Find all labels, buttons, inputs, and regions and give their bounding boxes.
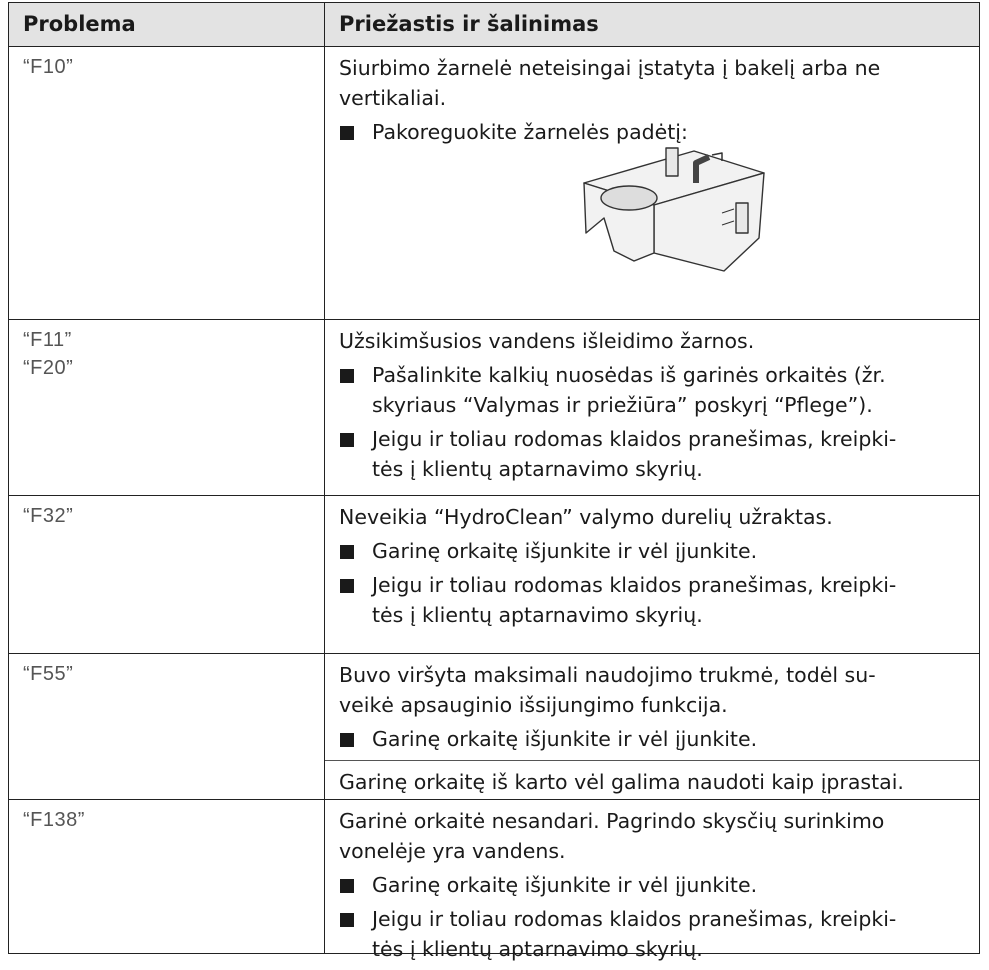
header-cell: Problema <box>8 3 325 46</box>
text-line: Jeigu ir toliau rodomas klaidos pranešim… <box>372 573 897 597</box>
tank-illustration <box>583 147 765 272</box>
text-line: Garinę orkaitę išjunkite ir vėl įjunkite… <box>372 539 758 563</box>
text-line: vonelėje yra vandens. <box>339 839 566 863</box>
text-line: skyriaus “Valymas ir priežiūra” poskyrį … <box>372 393 873 417</box>
error-code: “F32” <box>23 505 74 527</box>
text-line: Jeigu ir toliau rodomas klaidos pranešim… <box>372 427 897 451</box>
paragraph: Neveikia “HydroClean” valymo durelių užr… <box>339 502 969 532</box>
error-code: “F55” <box>23 663 74 685</box>
paragraph: Užsikimšusios vandens išleidimo žarnos. <box>339 326 969 356</box>
bullet-item: Garinę orkaitę išjunkite ir vėl įjunkite… <box>339 536 969 566</box>
error-code: “F20” <box>23 357 74 379</box>
solution-cell: Garinė orkaitė nesandari. Pagrindo skysč… <box>325 800 980 961</box>
table-row: “F32” Neveikia “HydroClean” valymo dureli… <box>8 496 980 654</box>
solution-cell: Užsikimšusios vandens išleidimo žarnos. P… <box>325 320 980 495</box>
text-line: veikė apsauginio išsijungimo funkcija. <box>339 693 728 717</box>
section: Neveikia “HydroClean” valymo durelių užr… <box>325 496 979 636</box>
problem-cell: “F138” <box>8 800 325 953</box>
problem-cell: “F10” <box>8 47 325 319</box>
table-header: Problema Priežastis ir šalinimas <box>8 3 980 47</box>
text-line: vertikaliai. <box>339 86 447 110</box>
error-code: “F10” <box>23 56 74 78</box>
paragraph: Buvo viršyta maksimali naudojimo trukmė,… <box>339 660 969 720</box>
section: Užsikimšusios vandens išleidimo žarnos. P… <box>325 320 979 490</box>
text-line: Garinę orkaitę iš karto vėl galima naudo… <box>339 770 904 794</box>
text-line: Garinę orkaitę išjunkite ir vėl įjunkite… <box>372 727 758 751</box>
header-cell: Priežastis ir šalinimas <box>325 3 980 46</box>
problem-cell: “F32” <box>8 496 325 653</box>
error-code: “F11” <box>23 329 72 351</box>
table-row: “F55” Buvo viršyta maksimali naudojimo tr… <box>8 654 980 800</box>
bullet-item: Pakoreguokite žarnelės padėtį: <box>339 117 969 147</box>
text-line: Užsikimšusios vandens išleidimo žarnos. <box>339 329 755 353</box>
text-line: Pakoreguokite žarnelės padėtį: <box>372 120 688 144</box>
solution-cell: Buvo viršyta maksimali naudojimo trukmė,… <box>325 654 980 799</box>
bullet-item: Pašalinkite kalkių nuosėdas iš garinės o… <box>339 360 969 420</box>
text-line: Garinė orkaitė nesandari. Pagrindo skysč… <box>339 809 885 833</box>
paragraph: Garinė orkaitė nesandari. Pagrindo skysč… <box>339 806 969 866</box>
section: Garinė orkaitė nesandari. Pagrindo skysč… <box>325 800 979 970</box>
text-line: Jeigu ir toliau rodomas klaidos pranešim… <box>372 907 897 931</box>
figure <box>339 147 969 287</box>
text-line: Pašalinkite kalkių nuosėdas iš garinės o… <box>372 363 886 387</box>
text-line: Siurbimo žarnelė neteisingai įstatyta į … <box>339 56 881 80</box>
bullet-item: Jeigu ir toliau rodomas klaidos pranešim… <box>339 904 969 964</box>
table-row: “F10” Siurbimo žarnelė neteisingai įstaty… <box>8 47 980 320</box>
text-line: tės į klientų aptarnavimo skyrių. <box>372 457 703 481</box>
table-row: “F11” “F20” Užsikimšusios vandens išleidim… <box>8 320 980 496</box>
paragraph: Siurbimo žarnelė neteisingai įstatyta į … <box>339 53 969 113</box>
paragraph: Garinę orkaitę iš karto vėl galima naudo… <box>339 767 969 797</box>
bullet-item: Jeigu ir toliau rodomas klaidos pranešim… <box>339 424 969 484</box>
solution-cell: Siurbimo žarnelė neteisingai įstatyta į … <box>325 47 980 319</box>
text-line: tės į klientų aptarnavimo skyrių. <box>372 603 703 627</box>
text-line: Garinę orkaitę išjunkite ir vėl įjunkite… <box>372 873 758 897</box>
bullet-item: Garinę orkaitę išjunkite ir vėl įjunkite… <box>339 870 969 900</box>
problem-cell: “F55” <box>8 654 325 799</box>
text-line: Neveikia “HydroClean” valymo durelių užr… <box>339 505 833 529</box>
text-line: Buvo viršyta maksimali naudojimo trukmė,… <box>339 663 876 687</box>
bullet-item: Garinę orkaitę išjunkite ir vėl įjunkite… <box>339 724 969 754</box>
solution-cell: Neveikia “HydroClean” valymo durelių užr… <box>325 496 980 653</box>
section: Garinę orkaitę iš karto vėl galima naudo… <box>325 760 979 803</box>
problem-cell: “F11” “F20” <box>8 320 325 495</box>
table: Problema Priežastis ir šalinimas “F10” Si… <box>8 2 980 961</box>
section: Siurbimo žarnelė neteisingai įstatyta į … <box>325 47 979 293</box>
error-code: “F138” <box>23 809 85 831</box>
section: Buvo viršyta maksimali naudojimo trukmė,… <box>325 654 979 760</box>
text-line: tės į klientų aptarnavimo skyrių. <box>372 937 703 961</box>
table-row: “F138” Garinė orkaitė nesandari. Pagrindo… <box>8 800 980 961</box>
bullet-item: Jeigu ir toliau rodomas klaidos pranešim… <box>339 570 969 630</box>
